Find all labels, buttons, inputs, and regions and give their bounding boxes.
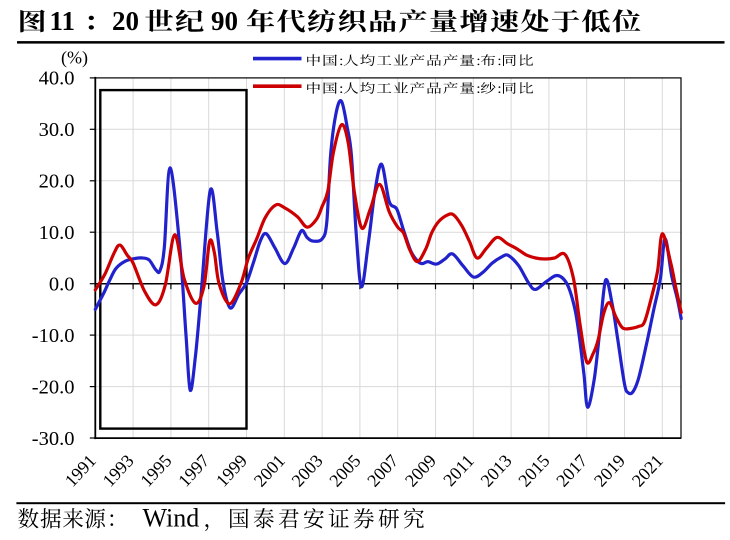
svg-text:90: 90 <box>211 6 238 36</box>
svg-text:-20.0: -20.0 <box>32 376 75 398</box>
svg-text:-10.0: -10.0 <box>32 325 75 347</box>
svg-text:Wind: Wind <box>143 504 200 533</box>
svg-text:30.0: 30.0 <box>39 119 75 141</box>
svg-text:40.0: 40.0 <box>39 68 75 90</box>
svg-text:10.0: 10.0 <box>39 222 75 244</box>
svg-text:(%): (%) <box>61 48 88 69</box>
svg-text:11: 11 <box>50 6 76 36</box>
svg-text:20: 20 <box>112 6 139 36</box>
svg-text:20.0: 20.0 <box>39 171 75 193</box>
svg-text:-30.0: -30.0 <box>32 428 75 450</box>
svg-text:0.0: 0.0 <box>49 274 75 296</box>
